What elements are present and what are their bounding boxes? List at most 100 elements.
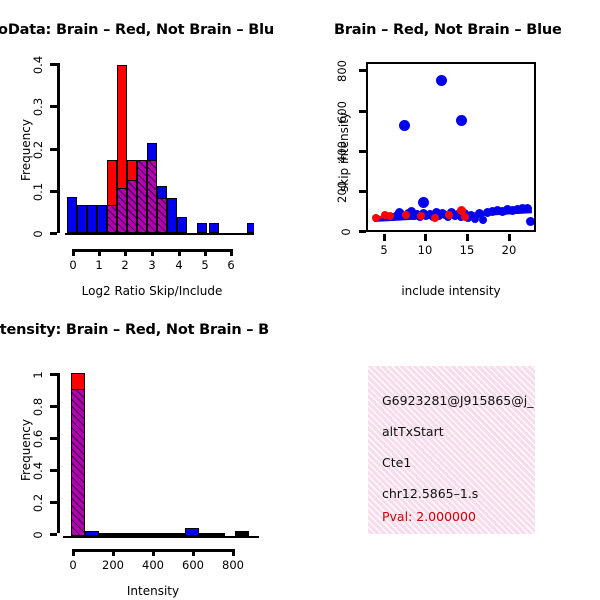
intensity-x-tick-0 <box>72 549 75 556</box>
scatter-point-blue-outlier <box>418 197 429 208</box>
scatter-point-red <box>372 214 380 222</box>
intensity-x-tick-200 <box>112 549 115 556</box>
scatter-point-blue <box>488 207 497 216</box>
info-event-id: G6923281@J915865@j_ <box>382 393 534 408</box>
intensity-y-ticklabel-0.2: 0.2 <box>31 493 45 513</box>
ratio-x-ticklabel-4: 4 <box>175 258 183 272</box>
ratio-x-ticklabel-1: 1 <box>95 258 103 272</box>
ratio-x-tick-3 <box>151 249 154 256</box>
ratio-histogram-ylabel: Frequency <box>19 119 33 181</box>
scatter-point-blue-outlier <box>399 120 410 131</box>
scatter-point-blue <box>498 207 507 216</box>
bar-blue-17 <box>247 223 254 233</box>
ratio-y-tick-0.1 <box>50 190 57 193</box>
intensity-x-ticklabel-200: 200 <box>102 558 124 572</box>
ratio-histogram-baseline <box>65 232 254 235</box>
bar-blue-11 <box>177 217 187 233</box>
ratio-y-tick-0.4 <box>50 63 57 66</box>
ratio-histogram-title: RatioData: Brain – Red, Not Brain – Blu <box>0 22 275 38</box>
scatter-point-blue <box>513 205 522 214</box>
scatter-y-ticklabel-800: 800 <box>335 60 349 82</box>
bar-overlap-6 <box>127 180 137 233</box>
intensity-histogram-xlabel: Intensity <box>126 584 180 598</box>
info-annotation: Cte1 <box>382 455 412 470</box>
ratio-histogram-xlabel: Log2 Ratio Skip/Include <box>81 284 223 298</box>
scatter-plot-box <box>366 62 536 232</box>
ratio-histogram-plot-area <box>59 60 254 235</box>
scatter-y-tick-0 <box>359 230 366 233</box>
scatter-x-tick-15 <box>466 234 469 241</box>
bar-blue-1 <box>77 205 87 233</box>
ratio-x-tick-5 <box>204 249 207 256</box>
ratio-y-ticklabel-0.4: 0.4 <box>31 55 45 75</box>
scatter-point-blue <box>508 206 517 215</box>
scatter-x-ticklabel-15: 15 <box>459 243 475 257</box>
scatter-ylabel: skip intensity <box>337 112 351 192</box>
scatter-point-blue <box>467 211 475 219</box>
scatter-point-blue <box>471 215 479 223</box>
scatter-point-red <box>461 213 469 221</box>
scatter-y-tick-800 <box>359 69 366 72</box>
intensity-x-ticklabel-600: 600 <box>182 558 204 572</box>
scatter-point-red <box>445 211 453 219</box>
ratio-y-tick-0.3 <box>50 105 57 108</box>
intensity-bar-overlap-0 <box>71 389 85 536</box>
ratio-y-ticklabel-0.2: 0.2 <box>31 140 45 160</box>
scatter-x-ticklabel-10: 10 <box>417 243 433 257</box>
bar-overlap-4 <box>107 205 117 233</box>
scatter-y-tick-400 <box>359 150 366 153</box>
intensity-x-ticklabel-400: 400 <box>142 558 164 572</box>
ratio-histogram-yaxis <box>57 63 60 233</box>
scatter-point-blue <box>407 207 416 216</box>
bar-blue-10 <box>167 198 177 233</box>
intensity-x-ticklabel-800: 800 <box>222 558 244 572</box>
intensity-x-ticklabel-0: 0 <box>69 558 77 572</box>
ratio-y-tick-0.2 <box>50 148 57 151</box>
ratio-y-tick-0.0 <box>50 232 57 235</box>
bar-blue-13 <box>197 223 207 233</box>
ratio-x-tick-2 <box>124 249 127 256</box>
scatter-point-blue <box>526 217 534 226</box>
scatter-point-red <box>457 206 466 215</box>
ratio-y-ticklabel-0.0: 0 <box>31 230 45 238</box>
ratio-y-ticklabel-0.3: 0.3 <box>31 97 45 117</box>
scatter-point-blue <box>483 208 492 217</box>
scatter-point-blue <box>518 204 527 213</box>
intensity-y-tick-0.6 <box>50 437 57 440</box>
bar-overlap-8 <box>147 160 157 233</box>
ratio-y-ticklabel-0.1: 0.1 <box>31 182 45 202</box>
scatter-point-blue-outlier <box>456 115 467 126</box>
ratio-x-ticklabel-3: 3 <box>148 258 156 272</box>
scatter-point-blue-outlier <box>436 75 447 86</box>
ratio-x-ticklabel-5: 5 <box>201 258 209 272</box>
event-info-panel: G6923281@J915865@j_ altTxStart Cte1 chr1… <box>368 366 535 534</box>
intensity-histogram-baseline <box>63 535 259 538</box>
scatter-x-tick-5 <box>383 234 386 241</box>
scatter-x-ticklabel-5: 5 <box>380 243 388 257</box>
intensity-y-ticklabel-0.6: 0.6 <box>31 429 45 449</box>
bar-blue-14 <box>209 223 219 233</box>
intensity-x-tick-800 <box>232 549 235 556</box>
intensity-y-tick-0.0 <box>50 533 57 536</box>
scatter-point-red <box>431 214 439 222</box>
info-coordinates: chr12.5865–1.s <box>382 486 479 501</box>
bar-blue-3 <box>97 205 107 233</box>
intensity-y-tick-1.0 <box>50 373 57 376</box>
scatter-y-tick-600 <box>359 110 366 113</box>
ratio-x-ticklabel-0: 0 <box>69 258 77 272</box>
scatter-point-red <box>402 211 410 219</box>
scatter-title: Brain – Red, Not Brain – Blue <box>334 22 562 38</box>
scatter-x-tick-10 <box>424 234 427 241</box>
intensity-y-ticklabel-0.0: 0 <box>31 531 45 539</box>
intensity-y-ticklabel-0.4: 0.4 <box>31 461 45 481</box>
scatter-y-ticklabel-0: 0 <box>339 228 353 236</box>
ratio-x-ticklabel-2: 2 <box>121 258 129 272</box>
scatter-point-blue <box>479 216 487 224</box>
scatter-point-red <box>381 211 389 219</box>
scatter-point-blue <box>503 205 512 214</box>
intensity-y-tick-0.8 <box>50 405 57 408</box>
scatter-xlabel: include intensity <box>401 284 501 298</box>
scatter-x-tick-20 <box>508 234 511 241</box>
intensity-histogram-plot-area <box>59 370 259 538</box>
